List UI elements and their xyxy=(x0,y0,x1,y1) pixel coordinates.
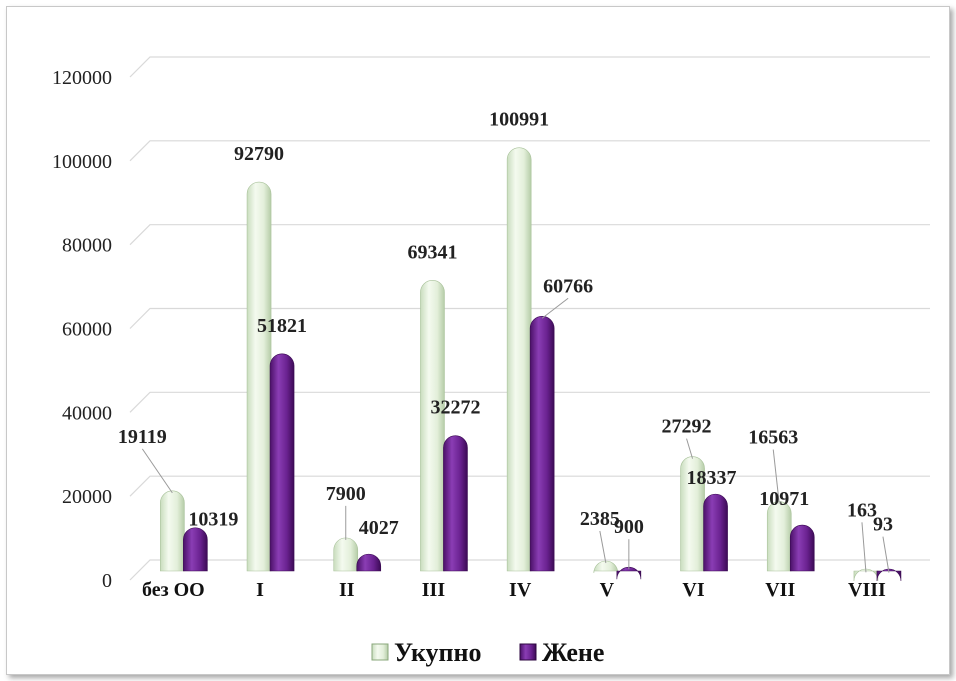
category-label: IV xyxy=(509,579,532,601)
data-label: 51821 xyxy=(257,315,307,337)
bar-zhene xyxy=(357,554,381,571)
legend: Укупно Жене xyxy=(372,638,604,667)
category-label: VI xyxy=(682,579,704,601)
category-label: VII xyxy=(765,579,795,601)
legend-swatch-zhene xyxy=(520,644,536,660)
bar-zhene xyxy=(183,528,207,571)
category-label: II xyxy=(339,579,355,601)
data-label: 16563 xyxy=(748,427,798,449)
data-label: 4027 xyxy=(359,517,399,539)
data-label: 7900 xyxy=(326,483,366,505)
data-label: 100991 xyxy=(489,109,549,131)
category-label: без ОО xyxy=(142,579,205,601)
data-label: 900 xyxy=(614,516,644,538)
legend-label-zhene: Жене xyxy=(542,638,604,667)
y-tick-label: 40000 xyxy=(62,402,112,424)
y-axis-ticks: 0 20000 40000 60000 80000 100000 120000 xyxy=(52,67,112,592)
category-label: III xyxy=(422,579,446,601)
y-tick-label: 20000 xyxy=(62,486,112,508)
category-label: VIII xyxy=(848,579,886,601)
bar-zhene xyxy=(530,316,554,571)
bar-zhene xyxy=(790,525,814,571)
category-label: I xyxy=(256,579,264,601)
data-label: 93 xyxy=(873,514,893,536)
data-labels: 19119 10319 92790 51821 7900 4027 69341 32272 10… xyxy=(118,109,893,573)
x-axis-categories: без ОО I II III IV V VI VII VIII xyxy=(142,579,886,601)
data-label: 10971 xyxy=(759,488,809,510)
data-label: 69341 xyxy=(407,241,457,263)
bar-ukupno xyxy=(160,491,184,571)
category-label: V xyxy=(600,579,615,601)
gridline xyxy=(130,57,930,77)
data-label: 27292 xyxy=(662,416,712,438)
label-leader-line xyxy=(687,439,693,459)
legend-label-ukupno: Укупно xyxy=(394,638,482,667)
y-tick-label: 0 xyxy=(102,570,112,592)
bar-ukupno xyxy=(767,502,791,571)
data-label: 10319 xyxy=(188,509,238,531)
bars xyxy=(160,148,901,581)
bar-zhene xyxy=(270,354,294,571)
data-label: 60766 xyxy=(543,275,593,297)
bar-ukupno xyxy=(507,148,531,571)
label-leader-line xyxy=(862,522,866,572)
y-tick-label: 120000 xyxy=(52,67,112,89)
bar-zhene xyxy=(704,494,728,571)
label-leader-line xyxy=(883,537,889,573)
y-tick-label: 60000 xyxy=(62,319,112,341)
data-label: 32272 xyxy=(430,397,480,419)
legend-swatch-ukupno xyxy=(372,644,388,660)
data-label: 19119 xyxy=(118,426,167,448)
label-leader-line xyxy=(600,531,606,563)
data-label: 92790 xyxy=(234,143,284,165)
label-leader-line xyxy=(142,449,172,493)
bar-ukupno xyxy=(334,538,358,571)
data-label: 18337 xyxy=(687,467,737,489)
bar-zhene xyxy=(443,436,467,571)
y-tick-label: 100000 xyxy=(52,151,112,173)
bar-ukupno xyxy=(420,280,444,571)
y-tick-label: 80000 xyxy=(62,235,112,257)
bar-ukupno xyxy=(247,182,271,571)
